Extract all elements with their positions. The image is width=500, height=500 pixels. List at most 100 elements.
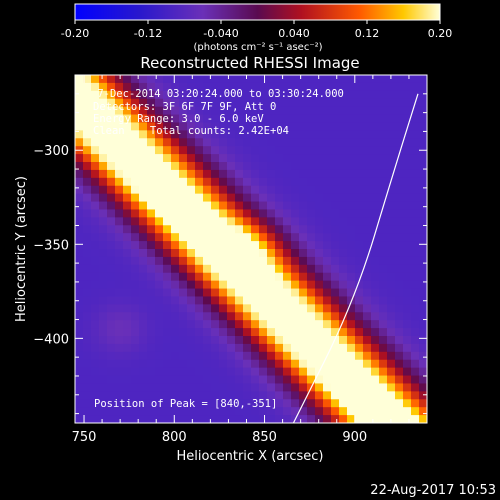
heatmap-cell <box>163 256 172 266</box>
heatmap-cell <box>139 154 148 163</box>
heatmap-cell <box>187 391 196 400</box>
heatmap-cell <box>219 280 228 290</box>
heatmap-cell <box>259 75 268 84</box>
heatmap-cell <box>395 407 404 416</box>
heatmap-cell <box>267 225 276 234</box>
heatmap-cell <box>403 280 412 290</box>
heatmap-cell <box>203 367 212 377</box>
heatmap-cell <box>339 391 348 400</box>
heatmap-cell <box>99 312 108 321</box>
heatmap-cell <box>419 233 427 242</box>
heatmap-cell <box>283 233 292 242</box>
heatmap-cell <box>123 343 132 353</box>
heatmap-cell <box>99 138 108 147</box>
heatmap-cell <box>163 296 172 305</box>
heatmap-cell <box>163 351 172 361</box>
heatmap-cell <box>131 98 140 108</box>
y-tick-label: −300 <box>33 144 69 159</box>
heatmap-cell <box>371 106 380 116</box>
heatmap-cell <box>275 320 284 329</box>
heatmap-cell <box>211 90 220 100</box>
heatmap-cell <box>91 154 100 163</box>
heatmap-cell <box>235 130 244 139</box>
heatmap-cell <box>419 272 427 282</box>
heatmap-cell <box>131 288 140 298</box>
heatmap-cell <box>291 359 300 369</box>
heatmap-cell <box>331 217 340 226</box>
heatmap-cell <box>147 177 156 187</box>
heatmap-cell <box>195 328 204 337</box>
heatmap-cell <box>395 122 404 131</box>
heatmap-cell <box>83 146 92 155</box>
heatmap-cell <box>195 312 204 321</box>
heatmap-cell <box>347 312 356 321</box>
heatmap-cell <box>275 162 284 171</box>
heatmap-cell <box>155 169 164 179</box>
heatmap-cell <box>267 343 276 353</box>
heatmap-cell <box>307 106 316 116</box>
heatmap-cell <box>235 336 244 345</box>
heatmap-cell <box>163 90 172 100</box>
heatmap-cell <box>187 264 196 274</box>
heatmap-cell <box>139 256 148 266</box>
heatmap-cell <box>387 209 396 218</box>
heatmap-cell <box>171 304 180 313</box>
heatmap-cell <box>91 177 100 187</box>
heatmap-cell <box>75 264 84 274</box>
heatmap-cell <box>275 122 284 131</box>
heatmap-cell <box>99 415 108 423</box>
heatmap-cell <box>251 193 260 203</box>
heatmap-cell <box>195 225 204 234</box>
heatmap-cell <box>91 343 100 353</box>
heatmap-cell <box>163 169 172 179</box>
heatmap-cell <box>363 359 372 369</box>
heatmap-cell <box>371 249 380 258</box>
heatmap-cell <box>283 130 292 139</box>
heatmap-cell <box>307 217 316 226</box>
heatmap-cell <box>387 312 396 321</box>
heatmap-cell <box>355 90 364 100</box>
heatmap-cell <box>99 399 108 408</box>
heatmap-cell <box>115 249 124 258</box>
heatmap-cell <box>331 201 340 211</box>
heatmap-cell <box>331 114 340 124</box>
heatmap-cell <box>331 375 340 385</box>
heatmap-cell <box>267 106 276 116</box>
heatmap-cell <box>291 256 300 266</box>
heatmap-cell <box>299 146 308 155</box>
heatmap-cell <box>379 138 388 147</box>
heatmap-cell <box>419 328 427 337</box>
heatmap-cell <box>123 185 132 195</box>
heatmap-cell <box>235 90 244 100</box>
heatmap-cell <box>235 209 244 218</box>
heatmap-cell <box>307 225 316 234</box>
heatmap-cell <box>395 280 404 290</box>
heatmap-cell <box>347 320 356 329</box>
heatmap-cell <box>395 304 404 313</box>
heatmap-cell <box>347 75 356 84</box>
heatmap-cell <box>147 328 156 337</box>
heatmap-cell <box>179 407 188 416</box>
heatmap-cell <box>331 185 340 195</box>
heatmap-cell <box>379 193 388 203</box>
heatmap-cell <box>195 130 204 139</box>
heatmap-cell <box>339 106 348 116</box>
heatmap-cell <box>115 106 124 116</box>
heatmap-cell <box>243 201 252 211</box>
heatmap-cell <box>323 280 332 290</box>
heatmap-cell <box>235 328 244 337</box>
heatmap-cell <box>291 185 300 195</box>
heatmap-cell <box>395 82 404 92</box>
heatmap-cell <box>155 280 164 290</box>
heatmap-cell <box>275 249 284 258</box>
heatmap-cell <box>355 391 364 400</box>
heatmap-cell <box>307 280 316 290</box>
heatmap-cell <box>115 272 124 282</box>
heatmap-cell <box>347 367 356 377</box>
heatmap-cell <box>379 359 388 369</box>
heatmap-cell <box>307 201 316 211</box>
heatmap-cell <box>147 106 156 116</box>
heatmap-cell <box>275 288 284 298</box>
heatmap-cell <box>195 367 204 377</box>
heatmap-cell <box>419 383 427 392</box>
